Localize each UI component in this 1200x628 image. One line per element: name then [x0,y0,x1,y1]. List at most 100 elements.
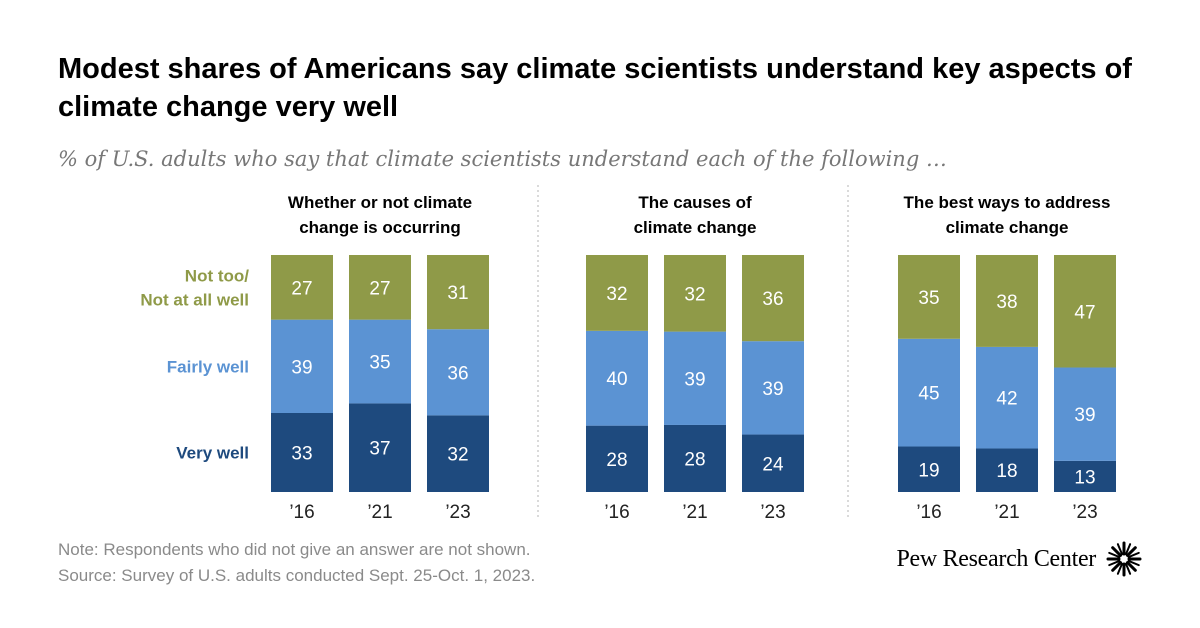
x-tick-label: ’21 [367,502,392,523]
panel-title-2: The causes of climate change [634,193,757,237]
panel-title-line: Whether or not climate [288,193,472,212]
bar-segment-very_well [664,424,726,492]
x-tick-label: ’23 [1072,502,1097,523]
panel-title-3: The best ways to address climate change [904,193,1111,237]
data-label-fairly_well: 35 [369,353,390,374]
bar-segment-very_well [976,448,1038,492]
chart-title: Modest shares of Americans say climate s… [58,53,1132,123]
bar-segment-very_well [898,446,960,492]
panel-title-line: climate change [946,218,1069,237]
bar-segment-very_well [349,403,411,492]
data-label-very_well: 19 [918,460,939,481]
chart-subtitle: % of U.S. adults who say that climate sc… [58,147,947,171]
panel-title-line: change is occurring [299,218,461,237]
sunburst-ray [1127,559,1140,567]
bar-segment-fairly_well [1054,367,1116,461]
legend-label-line: Fairly well [167,357,249,376]
legend-label-line: Not at all well [140,290,249,309]
x-tick-label: ’21 [994,502,1019,523]
bar-segment-not_well [898,255,960,339]
sunburst-ray [1116,562,1124,575]
notes: Note: Respondents who did not give an an… [58,537,535,589]
data-label-fairly_well: 36 [447,363,468,384]
sunburst-ray [1116,543,1124,556]
bar-segment-not_well [664,255,726,332]
data-label-very_well: 37 [369,439,390,460]
data-label-very_well: 33 [291,444,312,465]
bar-segment-not_well [271,255,333,320]
bar-segment-very_well [427,415,489,492]
bar-segment-not_well [1054,255,1116,368]
data-label-not_well: 35 [918,288,939,309]
panel-title-line: The causes of [638,193,752,212]
x-tick-label: ’16 [916,502,941,523]
sunburst-ray [1126,546,1137,557]
data-label-very_well: 13 [1074,467,1095,488]
data-label-not_well: 32 [606,284,627,305]
sunburst-ray [1108,551,1121,559]
data-label-not_well: 36 [762,289,783,310]
data-label-fairly_well: 39 [762,379,783,400]
data-label-very_well: 28 [684,449,705,470]
bar-segment-fairly_well [349,319,411,404]
sunburst-ray [1108,559,1121,567]
sunburst-ray [1127,551,1140,559]
x-tick-label: ’21 [682,502,707,523]
x-tick-label: ’16 [604,502,629,523]
sunburst-ray [1111,546,1122,557]
data-label-fairly_well: 40 [606,369,627,390]
data-label-very_well: 24 [762,454,784,475]
x-tick-label: ’23 [445,502,470,523]
data-label-not_well: 32 [684,284,705,305]
bar-segment-very_well [271,413,333,492]
brand-logo: Pew Research Center [896,541,1142,577]
sunburst-ray [1126,561,1137,572]
bar-segment-not_well [976,255,1038,347]
legend-label-fairly_well: Fairly well [167,357,249,376]
data-label-very_well: 18 [996,461,1017,482]
bar-segment-not_well [349,255,411,320]
bar-segment-fairly_well [586,330,648,426]
data-label-fairly_well: 39 [1074,405,1095,426]
data-label-fairly_well: 39 [291,357,312,378]
bar-segment-fairly_well [427,329,489,416]
sunburst-ray [1124,543,1132,556]
legend-label-not_well: Not too/Not at all well [140,266,249,309]
data-label-not_well: 27 [369,278,390,299]
bar-segment-not_well [427,255,489,330]
sunburst-ray [1111,561,1122,572]
legend-label-line: Very well [176,444,249,463]
bar-segment-very_well [586,425,648,492]
data-label-not_well: 31 [447,283,468,304]
data-label-not_well: 38 [996,292,1017,313]
panel-title-1: Whether or not climate change is occurrin… [288,193,472,237]
bar-segment-fairly_well [664,331,726,425]
x-tick-label: ’16 [289,502,314,523]
x-tick-label: ’23 [760,502,785,523]
panel-title-line: The best ways to address [904,193,1111,212]
note-text: Note: Respondents who did not give an an… [58,540,531,559]
bar-segment-fairly_well [271,319,333,413]
bar-segment-very_well [1054,460,1116,492]
bar-segment-not_well [586,255,648,331]
bar-segment-not_well [742,255,804,342]
sunburst-icon [1106,541,1142,577]
bar-segment-very_well [742,434,804,492]
data-label-very_well: 28 [606,450,627,471]
brand-name: Pew Research Center [896,545,1096,572]
data-label-fairly_well: 39 [684,369,705,390]
panel-title-line: climate change [634,218,757,237]
bar-segment-fairly_well [742,341,804,435]
data-label-not_well: 47 [1074,302,1095,323]
bar-segment-fairly_well [976,346,1038,449]
bar-segment-fairly_well [898,338,960,447]
legend-label-line: Not too/ [185,266,249,285]
source-text: Source: Survey of U.S. adults conducted … [58,566,536,585]
legend-label-very_well: Very well [176,444,249,463]
data-label-fairly_well: 45 [918,384,939,405]
data-label-not_well: 27 [291,278,312,299]
data-label-very_well: 32 [447,445,468,466]
sunburst-ray [1124,562,1132,575]
data-label-fairly_well: 42 [996,389,1017,410]
